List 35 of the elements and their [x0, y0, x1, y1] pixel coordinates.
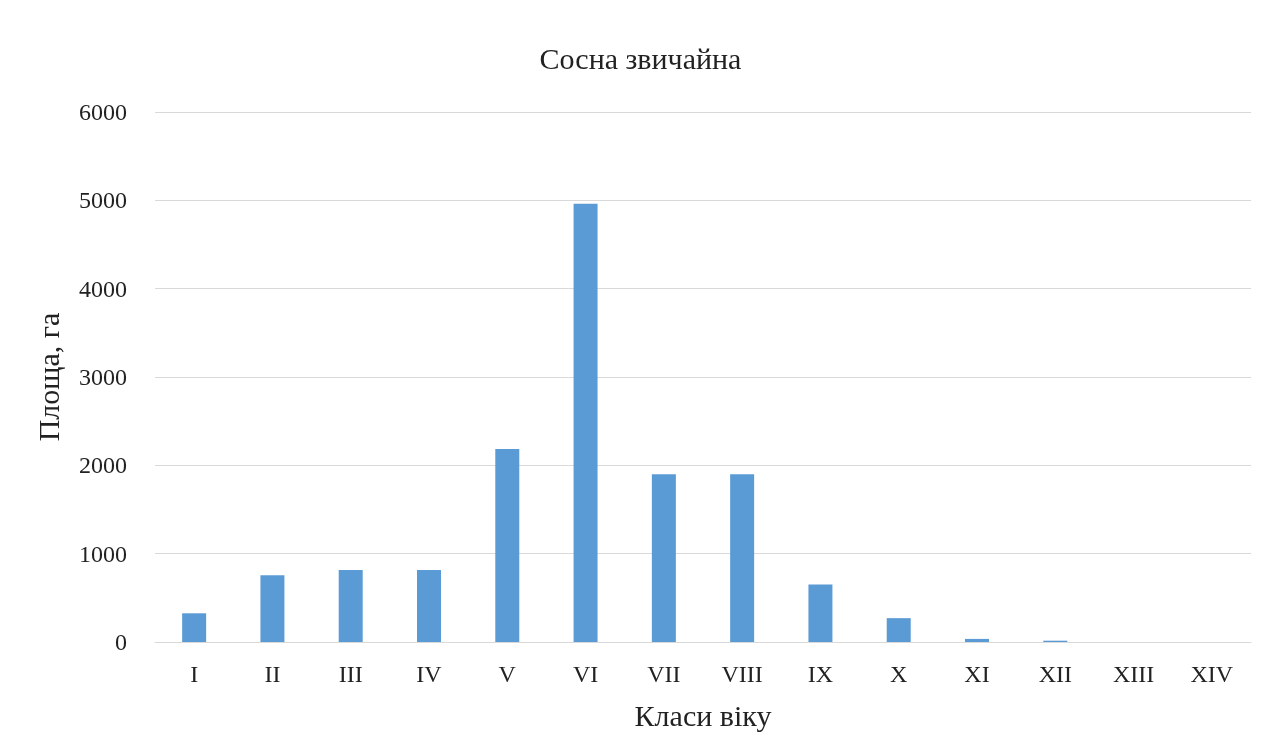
bar: [886, 618, 911, 642]
x-tick-label: XIII: [1112, 661, 1155, 687]
bar: [808, 584, 833, 642]
x-tick-label: II: [264, 661, 281, 687]
x-tick-label: XII: [1038, 661, 1072, 687]
y-axis-title: Площа, га: [31, 312, 65, 442]
y-tick-label: 5000: [79, 187, 127, 214]
x-tick-label: XI: [964, 661, 990, 687]
x-tick-label: I: [190, 661, 199, 687]
x-tick-label: IV: [416, 661, 443, 687]
x-axis-title: Класи віку: [634, 698, 772, 732]
y-tick-label: 6000: [79, 99, 127, 125]
y-tick-label: 2000: [79, 452, 127, 479]
y-tick-label: 1000: [79, 540, 127, 567]
x-tick-label: VI: [572, 661, 599, 687]
bar: [495, 448, 520, 642]
bar: [260, 575, 285, 642]
bar: [965, 638, 989, 642]
bar: [573, 203, 598, 642]
x-tick-label: XIV: [1190, 661, 1234, 687]
y-tick-label: 3000: [79, 364, 127, 390]
y-tick-label: 0: [115, 629, 127, 655]
bar: [651, 474, 676, 642]
x-tick-label: VIII: [721, 661, 763, 687]
x-tick-label: III: [338, 661, 363, 687]
chart-title: Сосна звичайна: [539, 41, 742, 75]
x-tick-label: V: [498, 661, 517, 687]
x-tick-label: VII: [647, 661, 681, 687]
x-tick-label: X: [890, 661, 908, 687]
bar: [182, 613, 207, 642]
bar: [730, 474, 755, 642]
bar: [417, 570, 441, 642]
y-tick-label: 4000: [79, 275, 127, 302]
bar: [338, 570, 363, 642]
x-tick-label: IX: [807, 661, 834, 687]
